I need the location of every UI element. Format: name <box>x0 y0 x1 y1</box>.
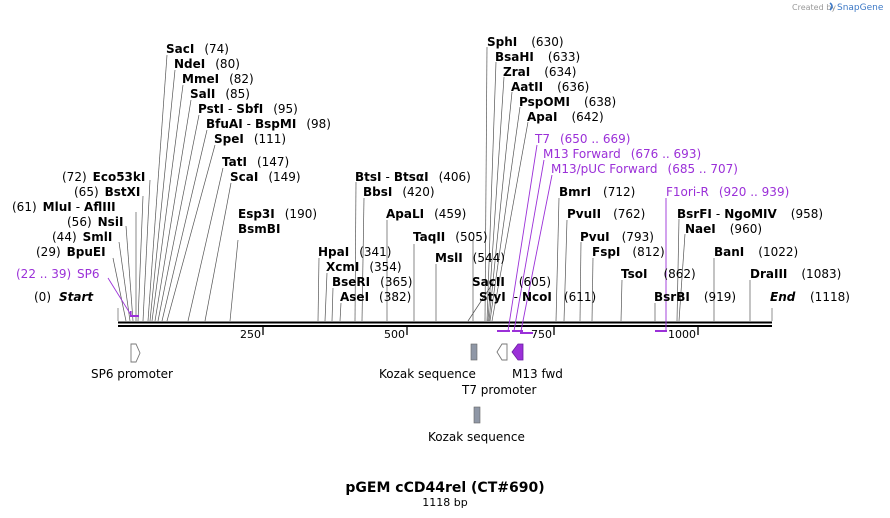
enzyme-label: FspI (812) <box>592 245 665 259</box>
enzyme-label: MslI (544) <box>435 251 505 265</box>
primer-bars <box>130 311 667 334</box>
end-label: End <box>770 290 796 304</box>
primer-label: T7 (650 .. 669) <box>534 132 630 146</box>
ruler-label: 750 <box>531 328 552 341</box>
enzyme-label: TaqII (505) <box>413 230 488 244</box>
enzyme-label: (44) SmlI <box>52 230 112 244</box>
enzyme-label: PspOMI (638) <box>519 95 616 109</box>
kozak-box <box>470 343 478 361</box>
enzymes-mid: Esp3I (190) BsmBI BtsI - BtsαI (406) BbsI (42… <box>238 170 505 304</box>
enzyme-label: (56) NsiI <box>67 215 123 229</box>
feature-label: T7 promoter <box>461 383 537 397</box>
enzyme-label: NaeI (960) <box>685 222 762 236</box>
primer-sp6-label: (22 .. 39) SP6 <box>16 267 100 281</box>
svg-text:(22 .. 39): (22 .. 39) <box>16 267 71 281</box>
enzyme-label: BseRI (365) <box>332 275 412 289</box>
enzyme-label: BsrFI - NgoMIV (958) <box>677 207 823 221</box>
feature-label: Kozak sequence <box>428 430 525 444</box>
enzyme-label: SacII (605) <box>472 275 551 289</box>
ruler-label: 1000 <box>668 328 696 341</box>
snapgene-logo-icon <box>829 2 833 11</box>
feature-label: M13 fwd <box>512 367 563 381</box>
enzymes-left: (72) Eco53kI (65) BstXI (61) MluI - AflIII (5… <box>12 170 145 259</box>
enzyme-label: BsrBI (919) <box>654 290 736 304</box>
start-end-labels: (0) Start End (1118) <box>34 290 850 321</box>
ruler-label: 500 <box>384 328 405 341</box>
enzyme-label: BfuAI - BspMI (98) <box>206 117 331 131</box>
primer-label: M13 Forward (676 .. 693) <box>543 147 701 161</box>
enzyme-label: (65) BstXI <box>74 185 140 199</box>
enzyme-label: (72) Eco53kI <box>62 170 145 184</box>
feature-label: SP6 promoter <box>91 367 173 381</box>
brand-text: SnapGene <box>837 3 884 13</box>
map-title: pGEM cCD44rel (CT#690) 1118 bp <box>345 480 544 509</box>
primer-leaders <box>107 144 667 332</box>
enzyme-label: SalI (85) <box>190 87 250 101</box>
primer-bar <box>655 330 667 332</box>
end-pos: (1118) <box>810 290 850 304</box>
site-leaders <box>112 46 751 322</box>
t7-promoter-arrow-icon <box>496 343 508 361</box>
enzyme-label: (61) MluI - AflIII <box>12 200 116 214</box>
enzyme-label: ScaI (149) <box>230 170 301 184</box>
primer-bar <box>497 330 510 332</box>
svg-text:SP6: SP6 <box>77 267 100 281</box>
enzymes-bottom-right: SacII (605) StyI - NcoI (611) BmrI (712) PvuI… <box>472 185 841 304</box>
sp6-promoter-arrow-icon <box>130 343 141 363</box>
svg-text:(0): (0) <box>34 290 51 304</box>
enzyme-label: StyI - NcoI (611) <box>479 290 596 304</box>
enzyme-label: AatII (636) <box>511 80 589 94</box>
enzyme-label: TatI (147) <box>222 155 289 169</box>
enzyme-label: PvuI (793) <box>580 230 654 244</box>
ruler-label: 250 <box>240 328 261 341</box>
credit-text: Created by <box>792 3 836 12</box>
features: SP6 promoter Kozak sequence T7 promoter … <box>91 343 563 444</box>
enzyme-label: BbsI (420) <box>363 185 435 199</box>
enzyme-label: Esp3I (190) <box>238 207 317 221</box>
enzyme-label: SpeI (111) <box>214 132 286 146</box>
enzyme-label: XcmI (354) <box>326 260 402 274</box>
enzyme-label: BanI (1022) <box>714 245 798 259</box>
primer-label: M13/pUC Forward (685 .. 707) <box>551 162 738 176</box>
snapgene-credit: Created by SnapGene <box>792 2 884 13</box>
primer-label: F1ori-R (920 .. 939) <box>666 185 789 199</box>
enzymes-top-right: SphI (630) BsaHI (633) ZraI (634) AatII (636… <box>487 35 616 124</box>
enzyme-label: DraIII (1083) <box>750 267 841 281</box>
enzyme-label: TsoI (862) <box>621 267 696 281</box>
primer-bar <box>130 315 139 317</box>
enzyme-label: SacI (74) <box>166 42 229 56</box>
kozak-box <box>473 406 481 424</box>
enzyme-label: HpaI (341) <box>318 245 391 259</box>
start-label: Start <box>59 290 94 304</box>
enzyme-label: NdeI (80) <box>174 57 240 71</box>
primer-bar <box>512 330 523 332</box>
enzyme-label: ApaI (642) <box>527 110 604 124</box>
primer-labels: T7 (650 .. 669) M13 Forward (676 .. 693) M… <box>534 132 789 199</box>
plasmid-length: 1118 bp <box>422 496 467 509</box>
enzyme-label: ApaLI (459) <box>386 207 466 221</box>
enzyme-label: BtsI - BtsαI (406) <box>355 170 471 184</box>
enzyme-label: AseI (382) <box>340 290 411 304</box>
ruler: 250 500 750 1000 <box>240 327 699 341</box>
enzymes-stack-a: SacI (74) NdeI (80) MmeI (82) SalI (85) PstI… <box>166 42 331 184</box>
enzyme-label: PstI - SbfI (95) <box>198 102 298 116</box>
primer-bar <box>520 332 533 334</box>
primer-bar-tick <box>130 311 132 317</box>
backbone-bottom-strand <box>118 325 772 327</box>
enzyme-label: PvuII (762) <box>567 207 645 221</box>
sequence-backbone <box>118 321 772 327</box>
enzyme-label: (29) BpuEI <box>36 245 106 259</box>
plasmid-name: pGEM cCD44rel (CT#690) <box>345 480 544 496</box>
m13-fwd-arrow-icon <box>511 343 524 361</box>
backbone-top-strand <box>118 321 772 324</box>
enzyme-label: BsaHI (633) <box>495 50 580 64</box>
enzyme-label: SphI (630) <box>487 35 564 49</box>
start-pos: (0) <box>34 290 51 304</box>
feature-label: Kozak sequence <box>379 367 476 381</box>
enzyme-label: BsmBI <box>238 222 280 236</box>
enzyme-label: MmeI (82) <box>182 72 254 86</box>
enzyme-label: BmrI (712) <box>559 185 635 199</box>
enzyme-label: ZraI (634) <box>503 65 576 79</box>
